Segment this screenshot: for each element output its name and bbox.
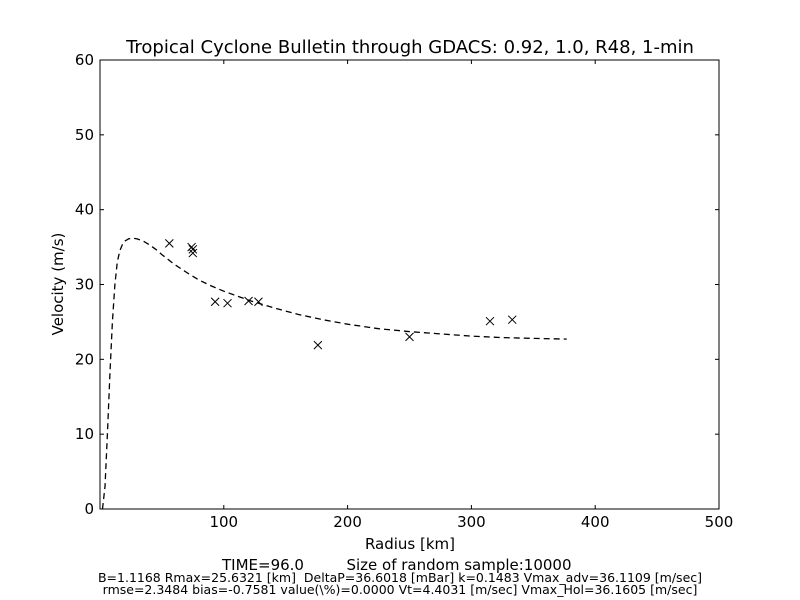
axis-ticks: 100 200 300 400 500 0 10 20 30 40 50 60 (75, 51, 733, 531)
x-tick-label: 100 (209, 513, 238, 531)
x-tick-label: 400 (581, 513, 610, 531)
sample-size-label: Size of random sample:10000 (346, 556, 571, 574)
observation-point (210, 297, 220, 307)
y-tick-label: 30 (75, 276, 94, 294)
observation-point (313, 340, 323, 350)
model-curve (101, 237, 567, 510)
x-tick-label: 300 (457, 513, 486, 531)
observation-point (405, 332, 414, 342)
time-label: TIME=96.0 (221, 556, 304, 574)
x-tick-label: 500 (705, 513, 734, 531)
y-axis-label: Velocity (m/s) (49, 233, 67, 336)
observation-point (188, 244, 198, 254)
x-axis-label: Radius [km] (365, 535, 455, 553)
observation-point (507, 315, 517, 325)
chart-title: Tropical Cyclone Bulletin through GDACS:… (125, 37, 694, 58)
y-tick-label: 60 (75, 51, 94, 69)
y-tick-label: 0 (84, 500, 94, 518)
y-tick-label: 50 (75, 126, 94, 144)
observation-point (485, 316, 495, 326)
observation-point (244, 296, 253, 306)
y-tick-label: 40 (75, 201, 94, 219)
observation-point (254, 297, 263, 307)
observation-point (164, 238, 174, 248)
stats-line-1: B=1.1168 Rmax=25.6321 [km] DeltaP=36.601… (98, 570, 702, 585)
y-tick-label: 20 (75, 350, 94, 368)
observation-point (223, 298, 232, 308)
plot-frame (99, 59, 720, 510)
plot-area (99, 59, 720, 510)
observation-point (188, 248, 198, 258)
y-tick-label: 10 (75, 425, 94, 443)
x-tick-label: 200 (333, 513, 362, 531)
stats-line-2: rmse=2.3484 bias=-0.7581 value(\%)=0.000… (103, 582, 698, 597)
